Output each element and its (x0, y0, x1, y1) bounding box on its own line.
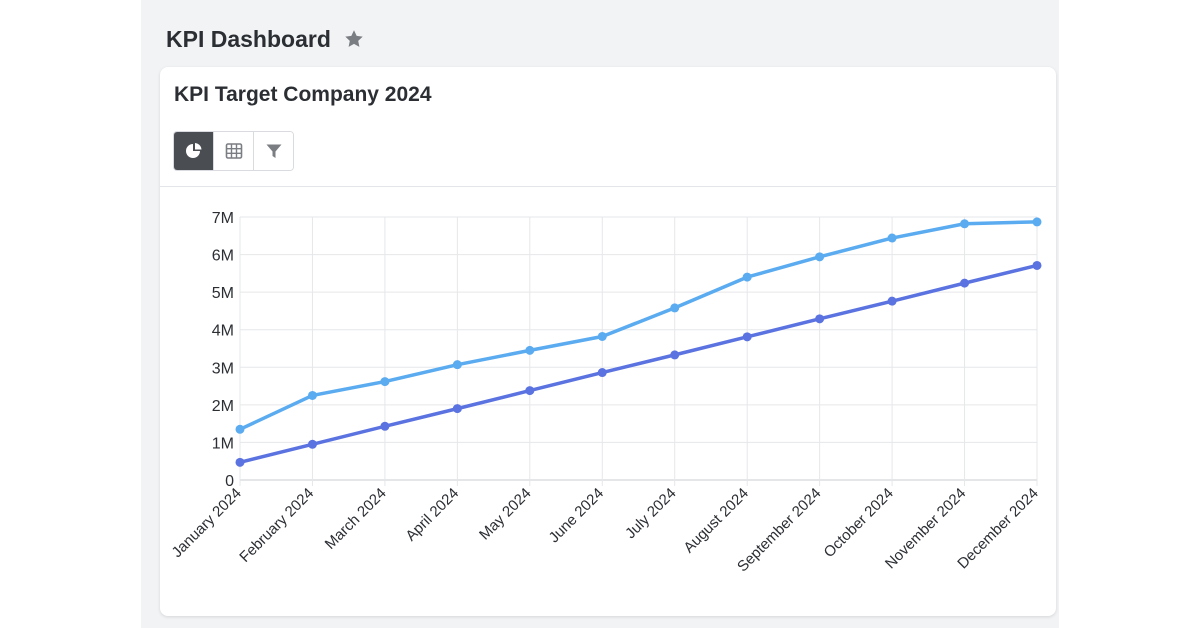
table-view-button[interactable] (214, 132, 254, 170)
x-tick-label: June 2024 (546, 485, 608, 547)
grid-table-icon (225, 143, 242, 159)
card-divider (160, 186, 1056, 187)
x-tick-label: March 2024 (322, 485, 390, 553)
data-point (380, 377, 390, 387)
data-point (670, 350, 680, 360)
y-tick-label: 4M (212, 323, 234, 340)
data-point (597, 331, 607, 341)
data-point (380, 421, 390, 431)
star-icon[interactable] (343, 28, 365, 50)
data-point (887, 296, 897, 306)
data-point (815, 314, 825, 324)
y-tick-label: 5M (212, 285, 234, 302)
y-tick-label: 3M (212, 360, 234, 377)
x-tick-label: July 2024 (622, 485, 679, 542)
data-point (742, 332, 752, 342)
data-point (597, 368, 607, 378)
filter-icon (266, 144, 281, 158)
data-point (815, 252, 825, 262)
data-point (887, 233, 897, 243)
kpi-card: KPI Target Company 2024 0 1M 2M 3M 4M 5M 6M 7M J… (160, 67, 1056, 616)
y-tick-label: 7M (212, 210, 234, 227)
x-tick-label: August 2024 (680, 485, 752, 557)
data-point (742, 272, 752, 282)
y-tick-label: 1M (212, 435, 234, 452)
x-tick-label: April 2024 (402, 485, 462, 545)
data-point (452, 360, 462, 370)
card-title: KPI Target Company 2024 (174, 83, 432, 106)
data-point (1032, 217, 1042, 227)
x-tick-label: October 2024 (821, 485, 897, 561)
data-point (235, 424, 245, 434)
page-title: KPI Dashboard (166, 25, 331, 52)
chart-view-button[interactable] (174, 132, 214, 170)
data-point (307, 390, 317, 400)
x-tick-label: February 2024 (236, 485, 317, 566)
series-line-2 (238, 263, 1039, 465)
data-point (452, 404, 462, 414)
data-point (670, 303, 680, 313)
x-tick-label: May 2024 (476, 485, 535, 544)
data-point (1032, 260, 1042, 270)
pie-chart-icon (185, 143, 201, 158)
data-point (307, 439, 317, 449)
data-point (525, 345, 535, 355)
y-tick-label: 2M (212, 398, 234, 415)
y-tick-label: 6M (212, 248, 234, 265)
filter-button[interactable] (254, 132, 293, 170)
data-point (235, 457, 245, 467)
page-header: KPI Dashboard (166, 24, 365, 54)
data-point (525, 386, 535, 396)
data-point (960, 219, 970, 229)
y-tick-label: 0 (225, 473, 234, 490)
data-point (960, 278, 970, 288)
view-toggle-group (173, 131, 294, 171)
series-line-1 (238, 220, 1039, 432)
x-tick-label: January 2024 (169, 485, 245, 561)
